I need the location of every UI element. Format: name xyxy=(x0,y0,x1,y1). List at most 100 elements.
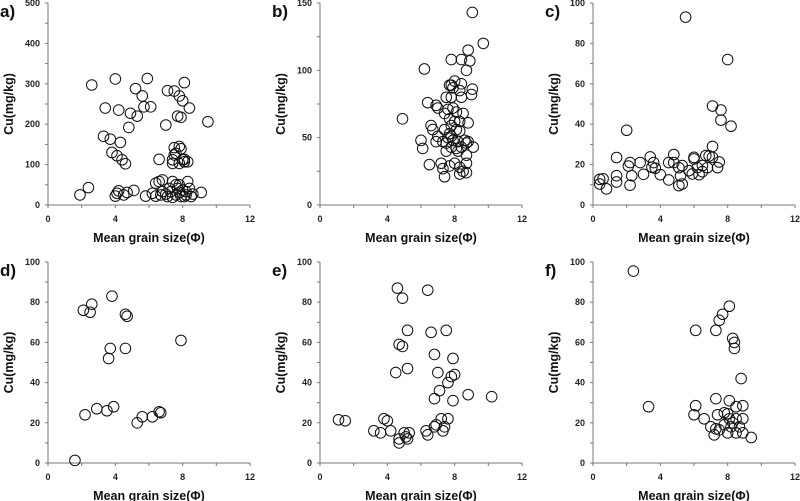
data-point xyxy=(466,83,479,95)
data-point xyxy=(91,402,103,415)
data-point xyxy=(721,407,734,420)
data-point xyxy=(139,190,152,202)
data-point xyxy=(104,342,117,355)
data-point xyxy=(435,157,448,170)
x-axis-label: Mean grain size(Φ) xyxy=(93,231,205,245)
data-point xyxy=(600,183,613,195)
data-point xyxy=(84,306,96,319)
data-point xyxy=(721,53,734,66)
x-axis-label: Mean grain size(Φ) xyxy=(638,231,750,245)
data-point xyxy=(401,362,414,375)
data-point xyxy=(733,421,746,433)
panel-label: b) xyxy=(272,2,288,21)
panel-label: d) xyxy=(0,261,16,280)
subplot-d: 0 4 8 12 0 20 40 60 80 100 Mean grain size(Φ) Cu(mg… xyxy=(0,257,255,501)
x-tick-label: 0 xyxy=(590,472,595,482)
data-point xyxy=(701,161,714,174)
y-tick-label: 60 xyxy=(575,79,585,89)
data-point xyxy=(442,376,454,389)
data-point xyxy=(85,298,98,311)
data-point xyxy=(453,168,466,180)
data-point xyxy=(79,408,91,421)
data-point xyxy=(610,169,623,182)
data-point xyxy=(102,352,115,365)
data-point xyxy=(168,141,181,154)
data-point xyxy=(477,37,490,50)
data-point xyxy=(679,11,692,23)
data-point xyxy=(119,342,132,355)
data-point xyxy=(710,423,722,435)
data-point xyxy=(128,184,140,197)
data-point xyxy=(124,107,137,120)
data-point xyxy=(713,314,726,327)
y-tick-label: 0 xyxy=(307,458,312,468)
data-point xyxy=(447,394,459,407)
data-point xyxy=(721,427,734,439)
data-point xyxy=(109,73,122,85)
data-point xyxy=(178,190,191,203)
data-point xyxy=(381,414,394,427)
x-tick-label: 0 xyxy=(45,472,50,482)
data-point xyxy=(438,123,451,136)
data-point xyxy=(432,130,444,143)
data-point xyxy=(183,102,196,114)
data-point xyxy=(688,408,700,421)
data-point xyxy=(104,133,117,145)
data-point xyxy=(416,142,429,155)
subplot-e: 0 4 8 12 0 20 40 60 80 100 Mean grain size(Φ) Cu(mg… xyxy=(272,257,527,501)
data-point xyxy=(627,265,640,277)
data-point xyxy=(85,79,98,91)
data-point xyxy=(401,324,414,337)
data-point xyxy=(447,82,459,94)
data-point xyxy=(466,6,479,19)
data-point xyxy=(153,405,165,418)
x-tick-label: 12 xyxy=(245,214,255,224)
data-point xyxy=(440,324,453,337)
y-tick-label: 100 xyxy=(25,257,40,267)
data-point xyxy=(166,157,179,170)
data-point xyxy=(175,190,187,203)
data-point xyxy=(442,103,454,116)
y-tick-label: 100 xyxy=(25,160,40,170)
data-point xyxy=(146,410,159,423)
y-tick-label: 60 xyxy=(302,337,312,347)
x-tick-label: 0 xyxy=(590,214,595,224)
data-point xyxy=(101,404,113,417)
data-point xyxy=(129,82,142,95)
y-tick-label: 80 xyxy=(302,297,312,307)
data-point xyxy=(107,400,120,413)
subplot-c: 0 4 8 12 0 20 40 60 80 100 Mean grain size(Φ) Cu(mg… xyxy=(545,0,800,245)
data-point xyxy=(421,96,434,109)
x-tick-label: 12 xyxy=(517,214,527,224)
data-point xyxy=(624,179,636,192)
data-point xyxy=(728,336,741,349)
data-point xyxy=(423,158,436,171)
data-point xyxy=(161,84,174,97)
data-point xyxy=(425,326,437,339)
y-tick-label: 100 xyxy=(297,257,312,267)
y-tick-label: 400 xyxy=(25,38,40,48)
y-tick-label: 0 xyxy=(35,458,40,468)
data-point xyxy=(181,175,194,188)
y-tick-label: 0 xyxy=(35,200,40,210)
data-point xyxy=(393,338,405,351)
data-point xyxy=(696,159,709,172)
data-point xyxy=(432,102,444,114)
data-point xyxy=(109,190,122,202)
data-point xyxy=(401,433,414,445)
y-tick-label: 500 xyxy=(25,0,40,8)
data-point xyxy=(624,156,636,169)
data-point xyxy=(432,366,444,379)
data-point xyxy=(136,90,149,102)
x-tick-label: 12 xyxy=(790,214,800,224)
x-tick-label: 4 xyxy=(658,472,663,482)
data-point xyxy=(82,181,95,194)
data-point xyxy=(421,429,434,441)
data-point xyxy=(195,186,207,199)
data-point xyxy=(610,151,623,164)
data-point xyxy=(706,100,719,112)
x-axis-label: Mean grain size(Φ) xyxy=(365,231,477,245)
data-point xyxy=(445,53,458,66)
data-point xyxy=(445,370,458,383)
y-axis-label: Cu(mg/kg) xyxy=(274,73,288,135)
